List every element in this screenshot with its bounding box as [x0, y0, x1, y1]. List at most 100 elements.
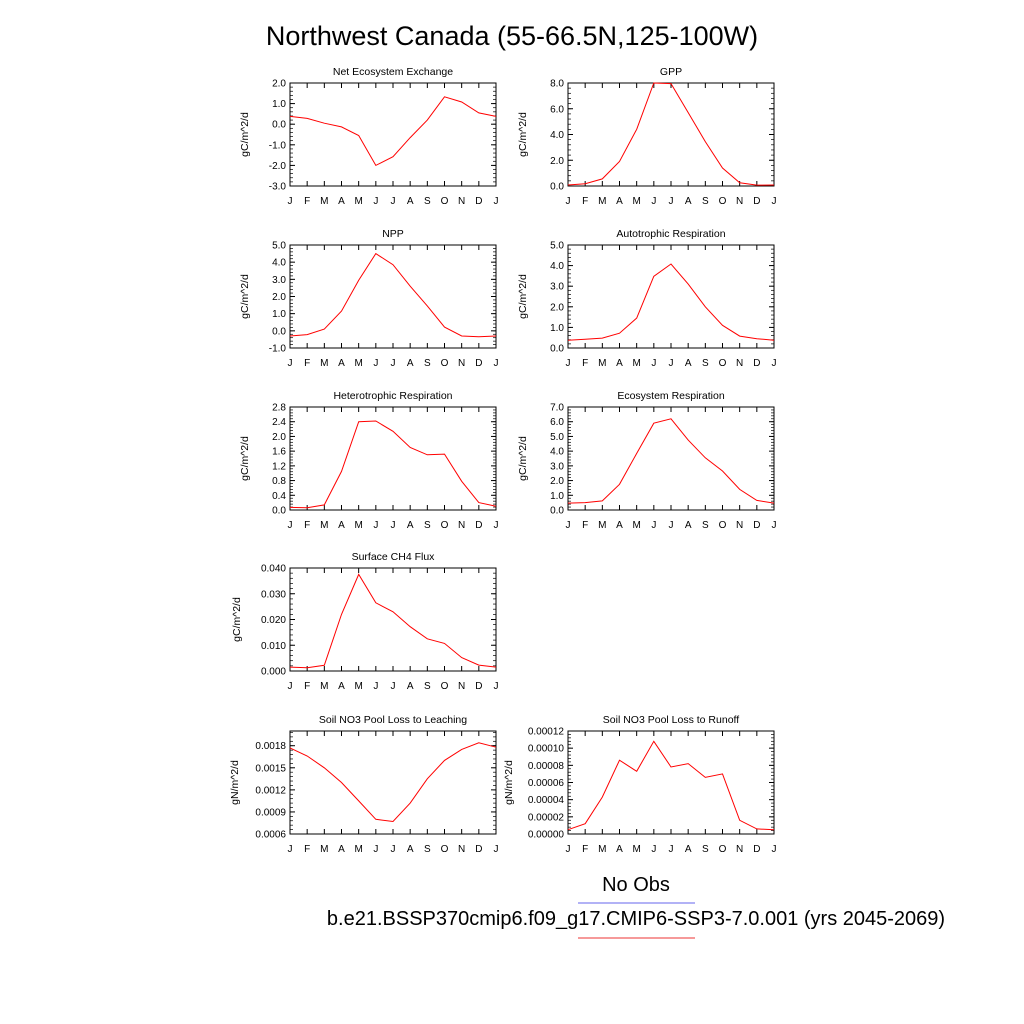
- chart-panel: Heterotrophic Respiration 0.0 0.4 0.8 1.2 1.6…: [239, 390, 499, 531]
- x-tick-label: S: [424, 520, 431, 531]
- y-tick-label: 2.0: [550, 302, 564, 313]
- x-tick-label: J: [288, 681, 293, 692]
- panel-title: Net Ecosystem Exchange: [333, 66, 453, 78]
- x-tick-label: J: [373, 196, 378, 207]
- x-tick-label: J: [669, 844, 674, 855]
- x-tick-label: O: [719, 358, 727, 369]
- panels: Net Ecosystem Exchange -3.0 -2.0 -1.0 0.0 1.0…: [229, 66, 777, 855]
- y-tick-label: 5.0: [550, 432, 564, 443]
- x-tick-label: S: [424, 358, 431, 369]
- y-axis-label: gC/m^2/d: [517, 274, 529, 319]
- series-line: [567, 82, 775, 186]
- x-tick-label: J: [772, 844, 777, 855]
- x-tick-label: J: [669, 520, 674, 531]
- figure-title: Northwest Canada (55-66.5N,125-100W): [266, 21, 758, 51]
- y-tick-label: 8.0: [550, 79, 564, 90]
- x-tick-label: J: [772, 520, 777, 531]
- y-tick-label: 0.00002: [528, 812, 565, 823]
- x-tick-label: A: [338, 681, 345, 692]
- x-tick-label: J: [391, 681, 396, 692]
- panel-title: NPP: [382, 228, 404, 240]
- series-line: [567, 740, 775, 831]
- x-tick-label: S: [702, 358, 709, 369]
- y-axis-label: gC/m^2/d: [239, 436, 251, 481]
- x-tick-label: N: [458, 520, 465, 531]
- x-tick-label: A: [338, 196, 345, 207]
- x-tick-label: O: [441, 196, 449, 207]
- plot-frame: [567, 244, 775, 349]
- y-tick-label: 5.0: [550, 241, 564, 252]
- y-tick-label: 0.0: [272, 326, 286, 337]
- x-tick-label: F: [304, 681, 310, 692]
- x-tick-label: M: [632, 520, 640, 531]
- y-tick-label: 0.0009: [255, 807, 286, 818]
- x-tick-label: M: [354, 358, 362, 369]
- y-tick-label: 0.0: [550, 344, 564, 355]
- chart-panel: Soil NO3 Pool Loss to Runoff 0.00000 0.000…: [503, 714, 777, 855]
- y-tick-label: 0.0012: [255, 785, 286, 796]
- x-tick-label: M: [598, 358, 606, 369]
- x-tick-label: J: [391, 520, 396, 531]
- x-tick-label: A: [685, 196, 692, 207]
- series-line: [289, 252, 497, 338]
- series-line: [289, 420, 497, 509]
- x-tick-label: M: [354, 681, 362, 692]
- x-tick-label: J: [373, 844, 378, 855]
- series-line: [289, 742, 497, 823]
- x-tick-label: N: [458, 844, 465, 855]
- y-tick-label: 1.0: [550, 323, 564, 334]
- y-tick-label: 0.020: [261, 615, 286, 626]
- x-tick-label: S: [702, 520, 709, 531]
- x-tick-label: M: [354, 844, 362, 855]
- x-tick-label: J: [373, 358, 378, 369]
- y-tick-label: 0.010: [261, 641, 286, 652]
- y-tick-label: 3.0: [550, 461, 564, 472]
- x-tick-label: A: [338, 358, 345, 369]
- x-tick-label: O: [441, 844, 449, 855]
- x-tick-label: S: [424, 196, 431, 207]
- x-tick-label: M: [320, 196, 328, 207]
- plot-frame: [567, 82, 775, 187]
- y-tick-label: 2.0: [272, 292, 286, 303]
- x-tick-label: J: [651, 844, 656, 855]
- x-tick-label: M: [320, 681, 328, 692]
- x-tick-label: N: [736, 196, 743, 207]
- x-tick-label: J: [391, 196, 396, 207]
- x-tick-label: J: [391, 844, 396, 855]
- y-tick-label: 2.8: [272, 403, 286, 414]
- x-tick-label: M: [320, 520, 328, 531]
- x-tick-label: F: [582, 520, 588, 531]
- panel-title: GPP: [660, 66, 682, 78]
- y-tick-label: 0.000: [261, 667, 286, 678]
- x-tick-label: J: [566, 844, 571, 855]
- x-tick-label: N: [458, 196, 465, 207]
- y-tick-label: 0.8: [272, 476, 286, 487]
- x-tick-label: S: [702, 844, 709, 855]
- x-tick-label: A: [407, 844, 414, 855]
- x-tick-label: A: [338, 844, 345, 855]
- x-tick-label: O: [719, 844, 727, 855]
- y-tick-label: -1.0: [269, 140, 287, 151]
- x-tick-label: O: [441, 681, 449, 692]
- plot-frame: [289, 567, 497, 672]
- x-tick-label: D: [753, 358, 760, 369]
- chart-panel: Net Ecosystem Exchange -3.0 -2.0 -1.0 0.0 1.0…: [239, 66, 499, 207]
- x-tick-label: J: [373, 681, 378, 692]
- y-tick-label: 1.0: [272, 99, 286, 110]
- panel-title: Heterotrophic Respiration: [333, 390, 452, 402]
- x-tick-label: O: [719, 196, 727, 207]
- y-axis-label: gC/m^2/d: [231, 597, 243, 642]
- chart-panel: Surface CH4 Flux 0.000 0.010 0.020 0.030 0.04…: [231, 551, 499, 692]
- chart-panel: Ecosystem Respiration 0.0 1.0 2.0 3.0 4.0 5.0 6…: [517, 390, 777, 531]
- y-tick-label: 4.0: [272, 258, 286, 269]
- y-tick-label: 4.0: [550, 261, 564, 272]
- x-tick-label: J: [772, 196, 777, 207]
- x-tick-label: F: [582, 844, 588, 855]
- x-tick-label: A: [685, 844, 692, 855]
- x-tick-label: M: [598, 520, 606, 531]
- x-tick-label: M: [598, 844, 606, 855]
- x-tick-label: J: [566, 358, 571, 369]
- chart-panel: NPP-1.00.01.02.03.04.05.0J F M A M J J A S O N D JgC…: [239, 228, 499, 369]
- x-tick-label: M: [320, 844, 328, 855]
- y-axis-label: gN/m^2/d: [503, 760, 515, 805]
